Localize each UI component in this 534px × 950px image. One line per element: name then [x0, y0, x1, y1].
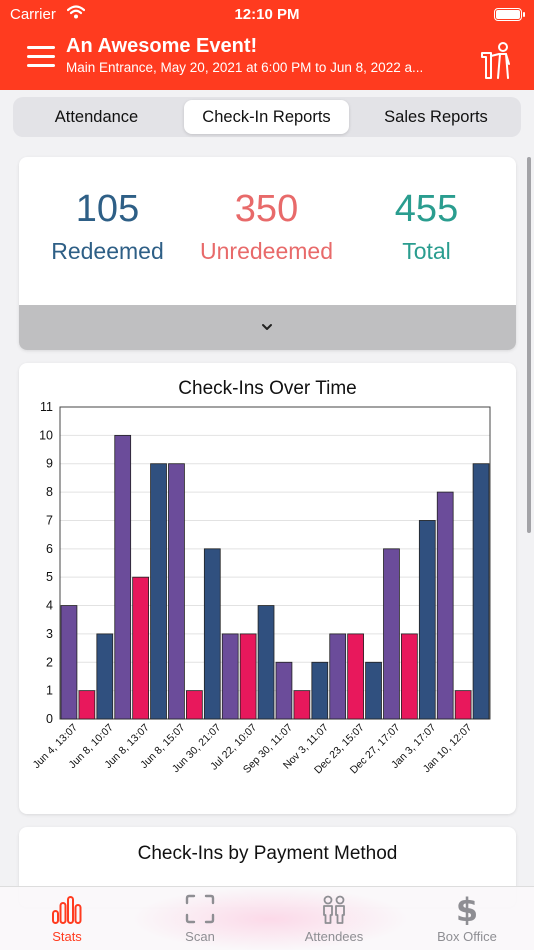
y-tick-label: 0 — [46, 712, 53, 726]
bar[interactable] — [347, 633, 364, 720]
bar[interactable] — [436, 491, 454, 720]
bar[interactable] — [311, 661, 329, 720]
check-ins-chart-card: Check-Ins Over Time 0 1 2 3 4 5 6 7 8 9 10 11 Jun 4,… — [19, 363, 516, 814]
scan-icon — [185, 894, 215, 924]
carrier-label: Carrier — [10, 6, 56, 23]
bar[interactable] — [257, 605, 275, 720]
chevron-down-icon — [260, 319, 274, 337]
dollar-icon: $ — [456, 893, 478, 925]
tab-check-in-reports[interactable]: Check-In Reports — [184, 100, 349, 134]
bar[interactable] — [472, 463, 490, 720]
bar[interactable] — [114, 434, 132, 720]
summary-card: 105 Redeemed 350 Unredeemed 455 Total — [19, 157, 516, 350]
total-count: 455 — [394, 188, 459, 230]
app-header: Carrier 12:10 PM An Awesome Event! Main … — [0, 0, 534, 90]
event-subtitle: Main Entrance, May 20, 2021 at 6:00 PM t… — [66, 60, 424, 75]
tab-box-office[interactable]: $ Box Office — [417, 893, 517, 944]
tab-attendance[interactable]: Attendance — [54, 108, 139, 126]
y-tick-label: 11 — [40, 400, 53, 414]
total-stat: 455 Total — [344, 187, 509, 271]
bar[interactable] — [401, 633, 418, 720]
y-tick-label: 8 — [46, 485, 53, 499]
bar[interactable] — [239, 633, 257, 720]
clock: 12:10 PM — [234, 6, 300, 23]
bar[interactable] — [329, 633, 347, 720]
chart-title: Check-Ins Over Time — [178, 378, 357, 399]
y-tick-label: 7 — [46, 513, 53, 527]
y-tick-label: 6 — [46, 542, 53, 556]
bottom-tab-bar: Stats Scan Attendees $ Box Office — [0, 886, 534, 950]
y-tick-label: 4 — [46, 599, 53, 613]
redeemed-count: 105 — [75, 188, 140, 230]
tab-attendees-label: Attendees — [304, 929, 364, 944]
expand-summary-button[interactable] — [19, 305, 516, 350]
tab-box-office-label: Box Office — [437, 929, 497, 944]
bar[interactable] — [275, 661, 293, 720]
bar[interactable] — [293, 690, 311, 720]
scroll-indicator[interactable] — [527, 157, 531, 533]
tab-scan-label: Scan — [185, 929, 215, 944]
bar[interactable] — [78, 690, 96, 720]
unredeemed-label: Unredeemed — [200, 238, 333, 264]
bar[interactable] — [418, 520, 436, 720]
battery-icon — [494, 8, 525, 21]
unredeemed-stat: 350 Unredeemed — [184, 187, 349, 271]
bar-chart-icon — [52, 896, 82, 924]
plot-frame — [59, 406, 491, 720]
y-tick-label: 2 — [46, 655, 53, 669]
y-tick-label: 3 — [46, 627, 53, 641]
menu-icon[interactable] — [27, 46, 55, 68]
check-in-person-icon[interactable] — [478, 40, 514, 80]
bar[interactable] — [186, 690, 203, 720]
bar[interactable] — [96, 633, 114, 720]
y-tick-label: 9 — [46, 457, 53, 471]
payment-method-title: Check-Ins by Payment Method — [137, 843, 398, 864]
y-tick-label: 5 — [46, 570, 53, 584]
status-bar: Carrier 12:10 PM — [0, 4, 534, 24]
bar[interactable] — [203, 548, 221, 720]
redeemed-label: Redeemed — [51, 238, 164, 264]
wifi-icon — [66, 4, 86, 24]
report-tabs: Attendance Check-In Reports Sales Report… — [13, 97, 521, 137]
bar[interactable] — [221, 633, 239, 720]
bar[interactable] — [168, 463, 185, 720]
bar[interactable] — [132, 576, 149, 720]
redeemed-stat: 105 Redeemed — [25, 187, 190, 271]
svg-text:$: $ — [456, 893, 478, 925]
total-label: Total — [402, 238, 451, 264]
bar[interactable] — [365, 661, 382, 720]
bar[interactable] — [150, 463, 167, 720]
attendees-icon — [323, 895, 345, 924]
tab-stats[interactable]: Stats — [17, 893, 117, 944]
y-tick-label: 1 — [46, 684, 53, 698]
tab-scan[interactable]: Scan — [150, 893, 250, 944]
y-tick-label: 10 — [39, 428, 53, 442]
unredeemed-count: 350 — [234, 188, 299, 230]
tab-stats-label: Stats — [52, 929, 82, 944]
tab-sales-reports[interactable]: Sales Reports — [384, 108, 488, 126]
bar[interactable] — [454, 690, 472, 720]
event-title: An Awesome Event! — [66, 35, 258, 57]
bar[interactable] — [383, 548, 400, 720]
bar[interactable] — [60, 605, 78, 720]
tab-attendees[interactable]: Attendees — [284, 893, 384, 944]
